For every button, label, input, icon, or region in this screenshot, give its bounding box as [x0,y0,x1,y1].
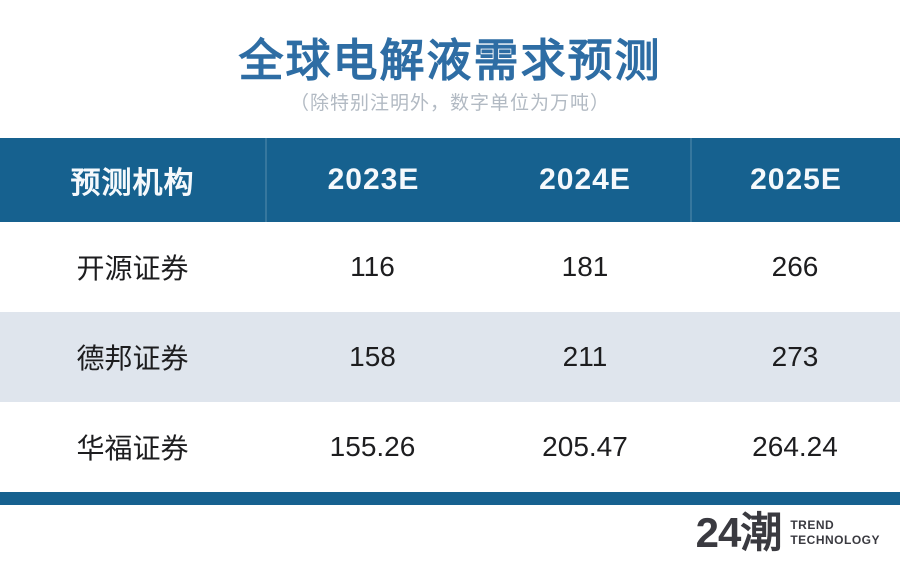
header-cell-2025e: 2025E [690,138,900,222]
forecast-table: 预测机构 2023E 2024E 2025E 开源证券 116 181 266 … [0,138,900,505]
cell-2025e-value: 266 [771,251,819,282]
cell-2024e-value: 205.47 [542,431,628,462]
brand-line2: TECHNOLOGY [790,533,880,547]
header-cell-institution: 预测机构 [70,167,195,200]
page-title: 全球电解液需求预测 [238,35,662,86]
cell-institution: 德邦证券 [76,343,189,374]
header-cell-2024e: 2024E [539,163,631,196]
table-bottom-bar [0,492,900,505]
header-cell-2023e: 2023E [265,138,480,222]
cell-2024e-value: 181 [561,251,609,282]
cell-2024e-value: 211 [562,341,608,372]
cell-institution: 华福证券 [76,433,189,464]
brand-wordmark: TREND TECHNOLOGY [790,518,880,548]
cell-2023e-value: 158 [349,341,396,372]
table-row: 开源证券 116 181 266 [0,222,900,312]
24chao-logo: 24潮 [695,509,783,556]
page-subtitle: （除特别注明外，数字单位为万吨） [289,93,610,114]
table-row: 德邦证券 158 211 273 [0,312,900,402]
table-row: 华福证券 155.26 205.47 264.24 [0,402,900,492]
cell-2025e-value: 273 [771,341,819,372]
cell-2025e-value: 264.24 [752,431,838,462]
cell-2023e-value: 155.26 [329,431,416,462]
cell-2023e-value: 116 [350,251,395,282]
brand-line1: TREND [790,518,835,532]
brand-logo: 24潮 TREND TECHNOLOGY [696,512,880,554]
cell-institution: 开源证券 [76,253,189,284]
table-header-row: 预测机构 2023E 2024E 2025E [0,138,900,222]
